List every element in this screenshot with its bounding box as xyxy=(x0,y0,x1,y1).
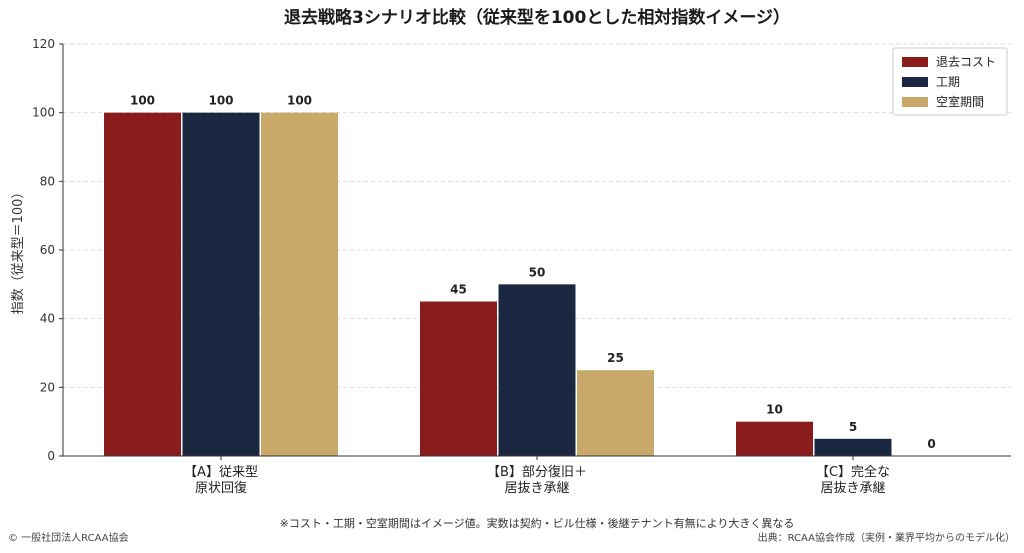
x-category-label: 【C】完全な xyxy=(816,464,890,480)
bar xyxy=(104,112,181,457)
bar-value-label: 100 xyxy=(130,94,155,108)
y-tick-label: 0 xyxy=(47,449,55,463)
legend-entry: 退去コスト xyxy=(936,55,996,69)
x-category-label: 居抜き承継 xyxy=(820,480,885,496)
x-category-label: 【A】従来型 xyxy=(184,465,258,480)
bar xyxy=(498,284,576,456)
y-tick-label: 60 xyxy=(40,243,55,257)
bar-value-label: 100 xyxy=(208,94,233,108)
legend-swatch xyxy=(902,77,928,87)
legend-entry: 工期 xyxy=(936,75,960,89)
bar-value-label: 50 xyxy=(529,265,546,279)
bar xyxy=(736,421,813,456)
chart-title: 退去戦略3シナリオ比較（従来型を100とした相対指数イメージ） xyxy=(284,7,790,28)
y-tick-label: 20 xyxy=(40,380,55,394)
legend-swatch xyxy=(902,57,928,67)
y-axis-ticks: 0 20 40 60 80 100 120 xyxy=(32,37,63,463)
bar-value-label: 0 xyxy=(927,437,935,451)
bar-value-label: 5 xyxy=(849,420,857,434)
bar-value-label: 45 xyxy=(450,283,467,297)
x-category-label: 居抜き承継 xyxy=(504,480,569,496)
y-tick-label: 40 xyxy=(40,312,55,326)
y-axis-label: 指数（従来型＝100） xyxy=(11,186,26,315)
bars xyxy=(104,112,892,457)
bar xyxy=(814,438,892,456)
bar xyxy=(182,112,260,457)
x-category-label: 【B】部分復旧＋ xyxy=(487,464,587,480)
y-tick-label: 80 xyxy=(40,174,55,188)
legend-entry: 空室期間 xyxy=(936,94,984,109)
footnote: ※コスト・工期・空室期間はイメージ値。実数は契約・ビル仕様・後継テナント有無によ… xyxy=(280,516,795,530)
bar-value-label: 25 xyxy=(607,351,624,365)
bar xyxy=(261,112,338,457)
source-credit: 出典：RCAA協会作成（実例・業界平均からのモデル化） xyxy=(758,531,1015,544)
x-category-label: 原状回復 xyxy=(195,480,247,496)
copyright: © 一般社団法人RCAA協会 xyxy=(8,531,129,544)
bar xyxy=(577,370,654,456)
y-tick-label: 120 xyxy=(32,37,55,51)
y-tick-label: 100 xyxy=(32,106,55,120)
bar-value-label: 10 xyxy=(766,403,783,417)
bar xyxy=(420,301,497,456)
bar-value-label: 100 xyxy=(287,94,312,108)
legend-swatch xyxy=(902,97,928,107)
